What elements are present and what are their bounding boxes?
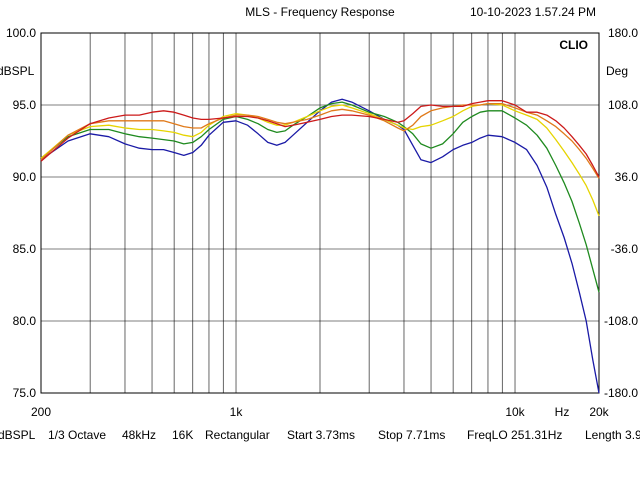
x-axis-unit: Hz (555, 405, 570, 419)
series-line-3 (40, 102, 600, 217)
footer: dBSPL 1/3 Octave 48kHz 16K Rectangular Start … (0, 428, 640, 442)
y-tick-label: 85.0 (13, 242, 37, 256)
y-tick-label: 80.0 (13, 314, 37, 328)
footer-item: Stop 7.71ms (378, 428, 445, 442)
y2-axis-unit: Deg (606, 64, 628, 78)
footer-item: Length 3.98ms (585, 428, 640, 442)
footer-item: 16K (172, 428, 193, 442)
chart-title: MLS - Frequency Response (245, 5, 395, 19)
y-axis-unit: dBSPL (0, 64, 35, 78)
footer-item: FreqLO 251.31Hz (467, 428, 562, 442)
x-tick-label: 20k (589, 405, 609, 419)
footer-item: Start 3.73ms (287, 428, 355, 442)
y2-tick-label: -36.0 (611, 242, 639, 256)
timestamp: 10-10-2023 1.57.24 PM (470, 5, 596, 19)
y-axis-labels: 100.0 95.0 90.0 85.0 80.0 75.0 (6, 26, 36, 400)
footer-item: Rectangular (205, 428, 270, 442)
series-line-4 (40, 102, 600, 179)
y2-tick-label: 180.0 (608, 26, 638, 40)
brand-label: CLIO (559, 38, 588, 52)
x-tick-label: 1k (230, 405, 244, 419)
y2-tick-label: 36.0 (615, 170, 639, 184)
y-tick-label: 100.0 (6, 26, 36, 40)
series-line-5 (40, 100, 600, 178)
y2-tick-label: -180.0 (604, 386, 638, 400)
y-tick-label: 95.0 (13, 98, 37, 112)
footer-item: 1/3 Octave (48, 428, 106, 442)
y2-axis-labels: 180.0 108.0 36.0 -36.0 -108.0 -180.0 (604, 26, 638, 400)
x-tick-label: 200 (31, 405, 51, 419)
y-tick-label: 75.0 (13, 386, 37, 400)
series-line-1 (40, 98, 600, 394)
series-line-2 (40, 101, 600, 293)
y-tick-label: 90.0 (13, 170, 37, 184)
y2-tick-label: -108.0 (604, 314, 638, 328)
grid (41, 33, 599, 393)
curves (40, 98, 600, 394)
footer-item: 48kHz (122, 428, 156, 442)
y2-tick-label: 108.0 (608, 98, 638, 112)
x-tick-label: 10k (505, 405, 525, 419)
x-axis-labels: 200 1k 10k 20k (31, 405, 610, 419)
footer-item: dBSPL (0, 428, 36, 442)
